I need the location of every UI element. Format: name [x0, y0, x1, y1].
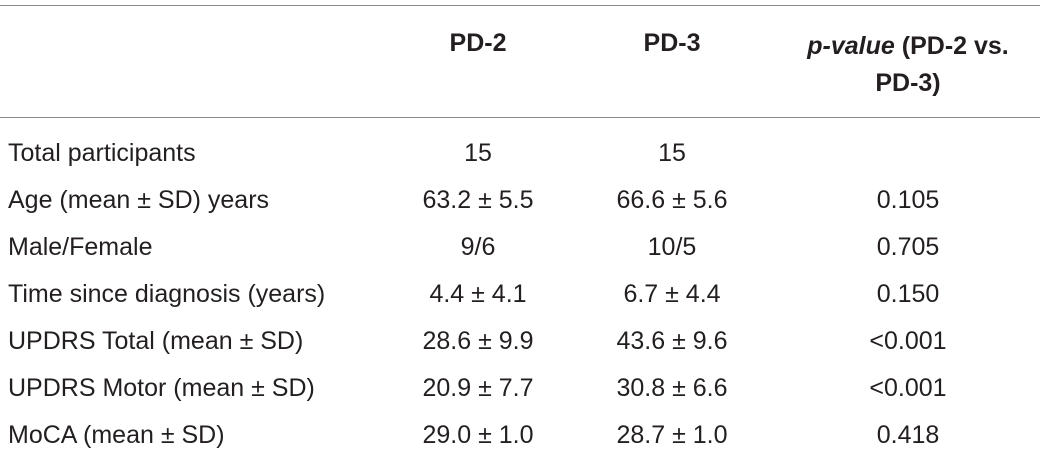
table-cell: 4.4 ± 4.1: [429, 280, 527, 308]
table-cell: <0.001: [869, 327, 947, 355]
table-cell: 63.2 ± 5.5: [422, 186, 534, 214]
table-cell: 0.705: [876, 233, 940, 261]
table-cell: 15: [658, 139, 686, 167]
table-cell: 0.105: [876, 186, 940, 214]
header-rule: [0, 117, 1040, 118]
table-cell: 15: [464, 139, 492, 167]
row-label: Age (mean ± SD) years: [8, 186, 270, 214]
table-cell: 29.0 ± 1.0: [422, 421, 534, 449]
table-cell: 0.418: [876, 421, 940, 449]
row-label: UPDRS Motor (mean ± SD): [8, 374, 315, 402]
header-text: (PD-2 vs. PD-3): [875, 32, 1009, 97]
header-cell: PD-2: [449, 29, 507, 57]
table-cell: 28.7 ± 1.0: [616, 421, 728, 449]
header-italic: p-value: [807, 32, 895, 60]
header-cell: p-value (PD-2 vs. PD-3): [788, 28, 1028, 102]
row-label: Male/Female: [8, 233, 153, 261]
table-cell: 30.8 ± 6.6: [616, 374, 728, 402]
table-cell: <0.001: [869, 374, 947, 402]
table-cell: 43.6 ± 9.6: [616, 327, 728, 355]
table-cell: 0.150: [876, 280, 940, 308]
header-cell: PD-3: [643, 29, 701, 57]
row-label: MoCA (mean ± SD): [8, 421, 225, 449]
table-cell: 10/5: [647, 233, 697, 261]
row-label: Total participants: [8, 139, 196, 167]
table-cell: 6.7 ± 4.4: [623, 280, 721, 308]
table-cell: 9/6: [460, 233, 496, 261]
row-label: Time since diagnosis (years): [8, 280, 326, 308]
table-cell: 28.6 ± 9.9: [422, 327, 534, 355]
table-cell: 20.9 ± 7.7: [422, 374, 534, 402]
top-rule: [0, 5, 1040, 6]
row-label: UPDRS Total (mean ± SD): [8, 327, 304, 355]
table-cell: 66.6 ± 5.6: [616, 186, 728, 214]
